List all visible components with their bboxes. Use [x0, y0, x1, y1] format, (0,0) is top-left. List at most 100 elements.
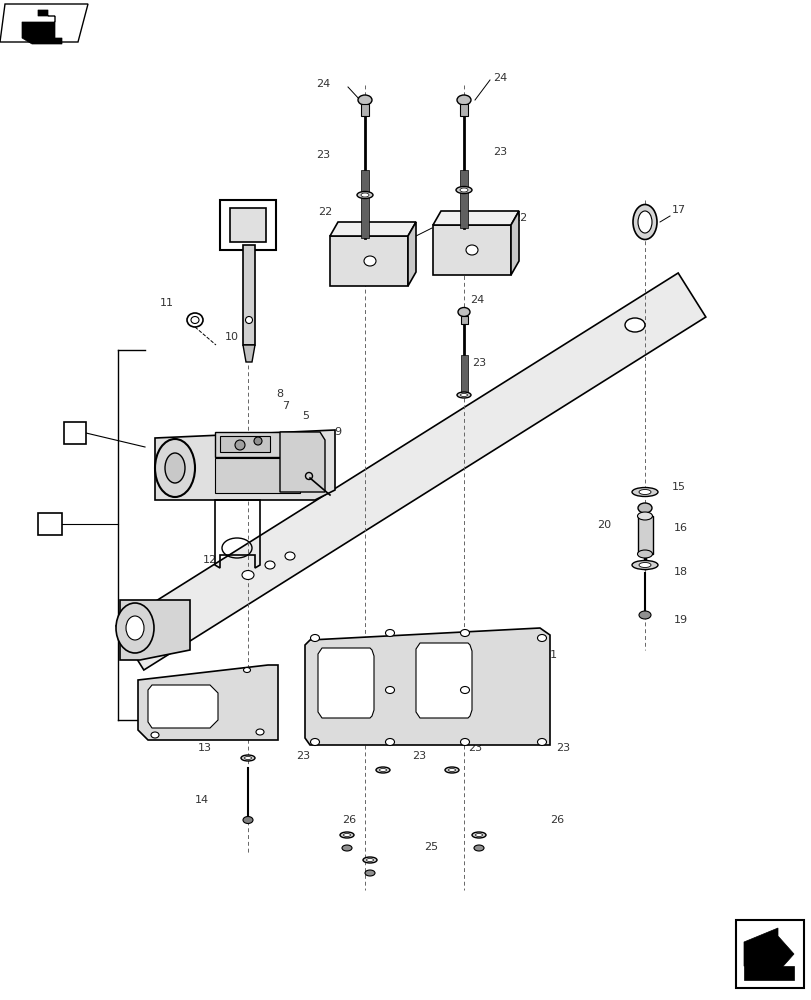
- Bar: [361, 104, 368, 116]
- Bar: [361, 170, 368, 238]
- Ellipse shape: [151, 732, 159, 738]
- Bar: [220, 436, 270, 452]
- Text: 11: 11: [160, 298, 174, 308]
- Text: 14: 14: [195, 795, 209, 805]
- Bar: [215, 458, 299, 493]
- Text: 23: 23: [315, 150, 330, 160]
- Ellipse shape: [254, 437, 262, 445]
- Ellipse shape: [234, 440, 245, 450]
- Ellipse shape: [637, 550, 652, 558]
- Polygon shape: [329, 222, 415, 236]
- Text: 17: 17: [672, 205, 685, 215]
- Ellipse shape: [241, 755, 255, 761]
- Ellipse shape: [637, 211, 651, 233]
- Ellipse shape: [340, 832, 354, 838]
- Bar: [242, 245, 255, 345]
- Ellipse shape: [631, 560, 657, 570]
- Polygon shape: [432, 211, 518, 225]
- Text: 16: 16: [673, 523, 687, 533]
- Ellipse shape: [631, 488, 657, 496]
- Text: 22: 22: [513, 213, 526, 223]
- Ellipse shape: [471, 832, 486, 838]
- Ellipse shape: [385, 686, 394, 694]
- Text: 4: 4: [70, 428, 77, 438]
- Polygon shape: [138, 665, 277, 740]
- Ellipse shape: [357, 192, 372, 198]
- Ellipse shape: [537, 635, 546, 642]
- Text: 8: 8: [276, 389, 283, 399]
- Polygon shape: [743, 928, 793, 980]
- Ellipse shape: [242, 570, 254, 580]
- Ellipse shape: [126, 616, 144, 640]
- Text: 5: 5: [302, 411, 309, 421]
- Ellipse shape: [457, 95, 470, 105]
- Text: 24: 24: [470, 295, 483, 305]
- Ellipse shape: [474, 845, 483, 851]
- Bar: [461, 316, 467, 324]
- Polygon shape: [0, 4, 88, 42]
- Text: 25: 25: [423, 842, 438, 852]
- Ellipse shape: [537, 738, 546, 746]
- Ellipse shape: [457, 308, 470, 316]
- Ellipse shape: [633, 205, 656, 239]
- Ellipse shape: [444, 767, 458, 773]
- Ellipse shape: [460, 393, 467, 396]
- Text: 23: 23: [296, 751, 310, 761]
- Polygon shape: [743, 966, 793, 980]
- Ellipse shape: [244, 756, 251, 760]
- Polygon shape: [242, 345, 255, 362]
- Polygon shape: [155, 430, 335, 500]
- Text: 3: 3: [143, 691, 150, 701]
- Ellipse shape: [637, 512, 652, 520]
- Ellipse shape: [460, 686, 469, 694]
- Text: 23: 23: [492, 147, 507, 157]
- Text: 24: 24: [315, 79, 330, 89]
- Ellipse shape: [460, 188, 467, 192]
- Ellipse shape: [638, 562, 650, 568]
- Text: 23: 23: [467, 743, 482, 753]
- Ellipse shape: [245, 316, 252, 324]
- Bar: [432, 225, 510, 275]
- Text: 15: 15: [672, 482, 685, 492]
- Ellipse shape: [358, 95, 371, 105]
- Text: 23: 23: [411, 751, 426, 761]
- Polygon shape: [116, 273, 705, 670]
- Text: 23: 23: [471, 358, 486, 368]
- Ellipse shape: [375, 767, 389, 773]
- Polygon shape: [407, 222, 415, 286]
- Bar: [460, 104, 467, 116]
- Text: 26: 26: [549, 815, 564, 825]
- Text: 24: 24: [492, 73, 507, 83]
- Ellipse shape: [255, 729, 264, 735]
- Ellipse shape: [460, 738, 469, 746]
- Text: 19: 19: [673, 615, 687, 625]
- Bar: [64, 422, 86, 444]
- Polygon shape: [120, 600, 190, 660]
- Text: 20: 20: [596, 520, 611, 530]
- Polygon shape: [510, 211, 518, 275]
- Ellipse shape: [341, 845, 351, 851]
- Ellipse shape: [457, 392, 470, 398]
- Ellipse shape: [638, 489, 650, 494]
- Bar: [329, 236, 407, 286]
- Ellipse shape: [285, 552, 294, 560]
- Ellipse shape: [343, 833, 350, 836]
- Ellipse shape: [243, 668, 250, 672]
- Text: 22: 22: [318, 207, 332, 217]
- Text: 26: 26: [341, 815, 356, 825]
- Text: 9: 9: [333, 427, 341, 437]
- Text: 10: 10: [225, 332, 238, 342]
- Bar: [461, 355, 467, 392]
- Polygon shape: [305, 628, 549, 745]
- Ellipse shape: [165, 453, 185, 483]
- Polygon shape: [22, 10, 62, 44]
- Ellipse shape: [361, 193, 368, 197]
- Bar: [38, 513, 62, 535]
- Ellipse shape: [363, 857, 376, 863]
- Polygon shape: [148, 685, 217, 728]
- Ellipse shape: [460, 630, 469, 637]
- Bar: [735, 920, 803, 988]
- Ellipse shape: [310, 635, 319, 642]
- Text: 1: 1: [44, 519, 51, 529]
- Ellipse shape: [363, 256, 375, 266]
